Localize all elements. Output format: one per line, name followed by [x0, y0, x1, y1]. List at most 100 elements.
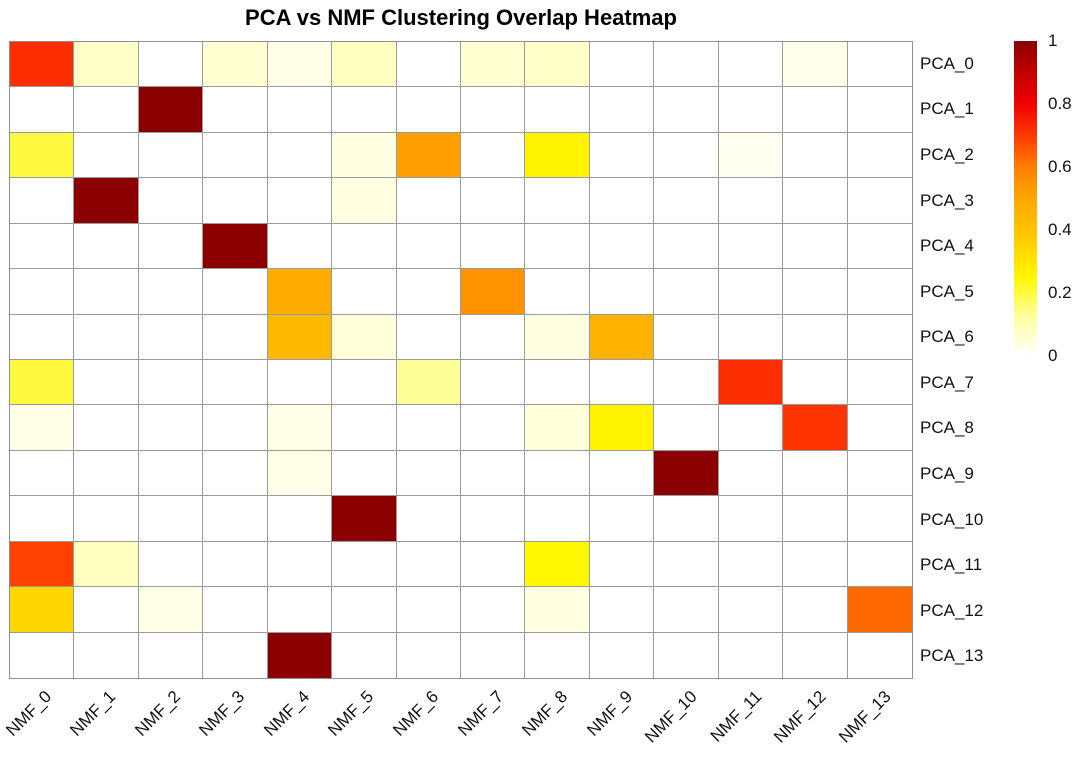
heatmap-cell	[138, 632, 204, 678]
x-axis-label: NMF_7	[453, 687, 507, 740]
y-axis-label: PCA_11	[920, 555, 983, 575]
colorbar-tick-label: 0.4	[1048, 220, 1072, 239]
heatmap-cell	[718, 541, 784, 588]
y-axis-label: PCA_1	[920, 99, 974, 119]
x-axis-label: NMF_10	[640, 687, 701, 747]
heatmap-cell	[847, 405, 912, 451]
heatmap-cell	[332, 541, 397, 588]
heatmap-cell	[10, 314, 75, 360]
heatmap-cell	[203, 541, 268, 588]
heatmap-cell	[332, 496, 397, 542]
heatmap-cell	[718, 496, 784, 542]
heatmap-cell	[138, 359, 204, 406]
heatmap-cell	[847, 541, 912, 588]
heatmap-cell	[718, 42, 784, 88]
heatmap-cell	[10, 132, 75, 179]
heatmap-cell	[783, 496, 848, 542]
heatmap-cell	[847, 450, 912, 497]
heatmap-cell	[332, 132, 397, 179]
heatmap-cell	[396, 223, 461, 270]
heatmap-cell	[525, 359, 590, 406]
heatmap-cell	[783, 87, 848, 133]
heatmap-cell	[589, 132, 655, 179]
heatmap-cell	[654, 450, 719, 497]
heatmap-cell	[267, 632, 333, 678]
heatmap-cell	[525, 496, 590, 542]
y-axis-label: PCA_2	[920, 144, 974, 164]
heatmap-cell	[396, 178, 461, 224]
heatmap-cell	[718, 587, 784, 633]
heatmap-cell	[589, 223, 655, 270]
heatmap-cell	[461, 587, 526, 633]
heatmap-cell	[718, 405, 784, 451]
heatmap-cell	[332, 178, 397, 224]
heatmap-cell	[203, 632, 268, 678]
heatmap-cell	[396, 42, 461, 88]
heatmap-cell	[10, 632, 75, 678]
x-axis-label: NMF_8	[518, 687, 572, 740]
heatmap-cell	[10, 541, 75, 588]
heatmap-cell	[267, 496, 333, 542]
heatmap-cell	[203, 359, 268, 406]
heatmap-cell	[267, 541, 333, 588]
heatmap-cell	[74, 87, 139, 133]
heatmap-cell	[203, 269, 268, 315]
heatmap-cell	[525, 587, 590, 633]
heatmap-cell	[267, 450, 333, 497]
heatmap-cell	[138, 541, 204, 588]
heatmap-cell	[138, 42, 204, 88]
heatmap-cell	[783, 359, 848, 406]
heatmap-cell	[783, 269, 848, 315]
y-axis-label: PCA_4	[920, 236, 974, 256]
heatmap-cell	[654, 269, 719, 315]
heatmap-cell	[461, 405, 526, 451]
heatmap-cell	[847, 359, 912, 406]
heatmap-cell	[203, 223, 268, 270]
heatmap-cell	[74, 450, 139, 497]
y-axis-label: PCA_6	[920, 327, 974, 347]
heatmap-cell	[461, 450, 526, 497]
heatmap-cell	[138, 87, 204, 133]
heatmap-cell	[783, 42, 848, 88]
heatmap-cell	[589, 496, 655, 542]
heatmap-cell	[589, 405, 655, 451]
heatmap-cell	[461, 178, 526, 224]
heatmap-cell	[10, 223, 75, 270]
heatmap-cell	[10, 587, 75, 633]
y-axis-label: PCA_7	[920, 372, 974, 392]
y-axis-label: PCA_3	[920, 190, 974, 210]
heatmap-cell	[718, 269, 784, 315]
heatmap-cell	[203, 496, 268, 542]
heatmap-cell	[332, 42, 397, 88]
heatmap-cell	[783, 314, 848, 360]
heatmap-cell	[332, 450, 397, 497]
x-axis-label: NMF_4	[260, 687, 313, 740]
heatmap-cell	[332, 314, 397, 360]
heatmap-cell	[718, 223, 784, 270]
y-axis-label: PCA_10	[920, 509, 984, 529]
heatmap-cell	[396, 405, 461, 451]
heatmap-cell	[267, 587, 333, 633]
heatmap-cell	[138, 314, 204, 360]
heatmap-cell	[203, 178, 268, 224]
y-axis-label: PCA_8	[920, 418, 974, 438]
heatmap-cell	[267, 132, 333, 179]
heatmap-cell	[589, 632, 655, 678]
heatmap-cell	[332, 87, 397, 133]
heatmap-cell	[332, 359, 397, 406]
heatmap-cell	[461, 632, 526, 678]
heatmap-cell	[396, 359, 461, 406]
heatmap-cell	[267, 269, 333, 315]
heatmap-cell	[74, 132, 139, 179]
heatmap-cell	[654, 314, 719, 360]
heatmap-cell	[74, 42, 139, 88]
heatmap-cell	[267, 42, 333, 88]
heatmap-cell	[203, 405, 268, 451]
heatmap-cell	[461, 314, 526, 360]
heatmap-cell	[396, 496, 461, 542]
heatmap-cell	[783, 405, 848, 451]
heatmap-cell	[267, 405, 333, 451]
heatmap-cell	[525, 541, 590, 588]
heatmap-cell	[783, 541, 848, 588]
chart-title: PCA vs NMF Clustering Overlap Heatmap	[245, 5, 677, 30]
